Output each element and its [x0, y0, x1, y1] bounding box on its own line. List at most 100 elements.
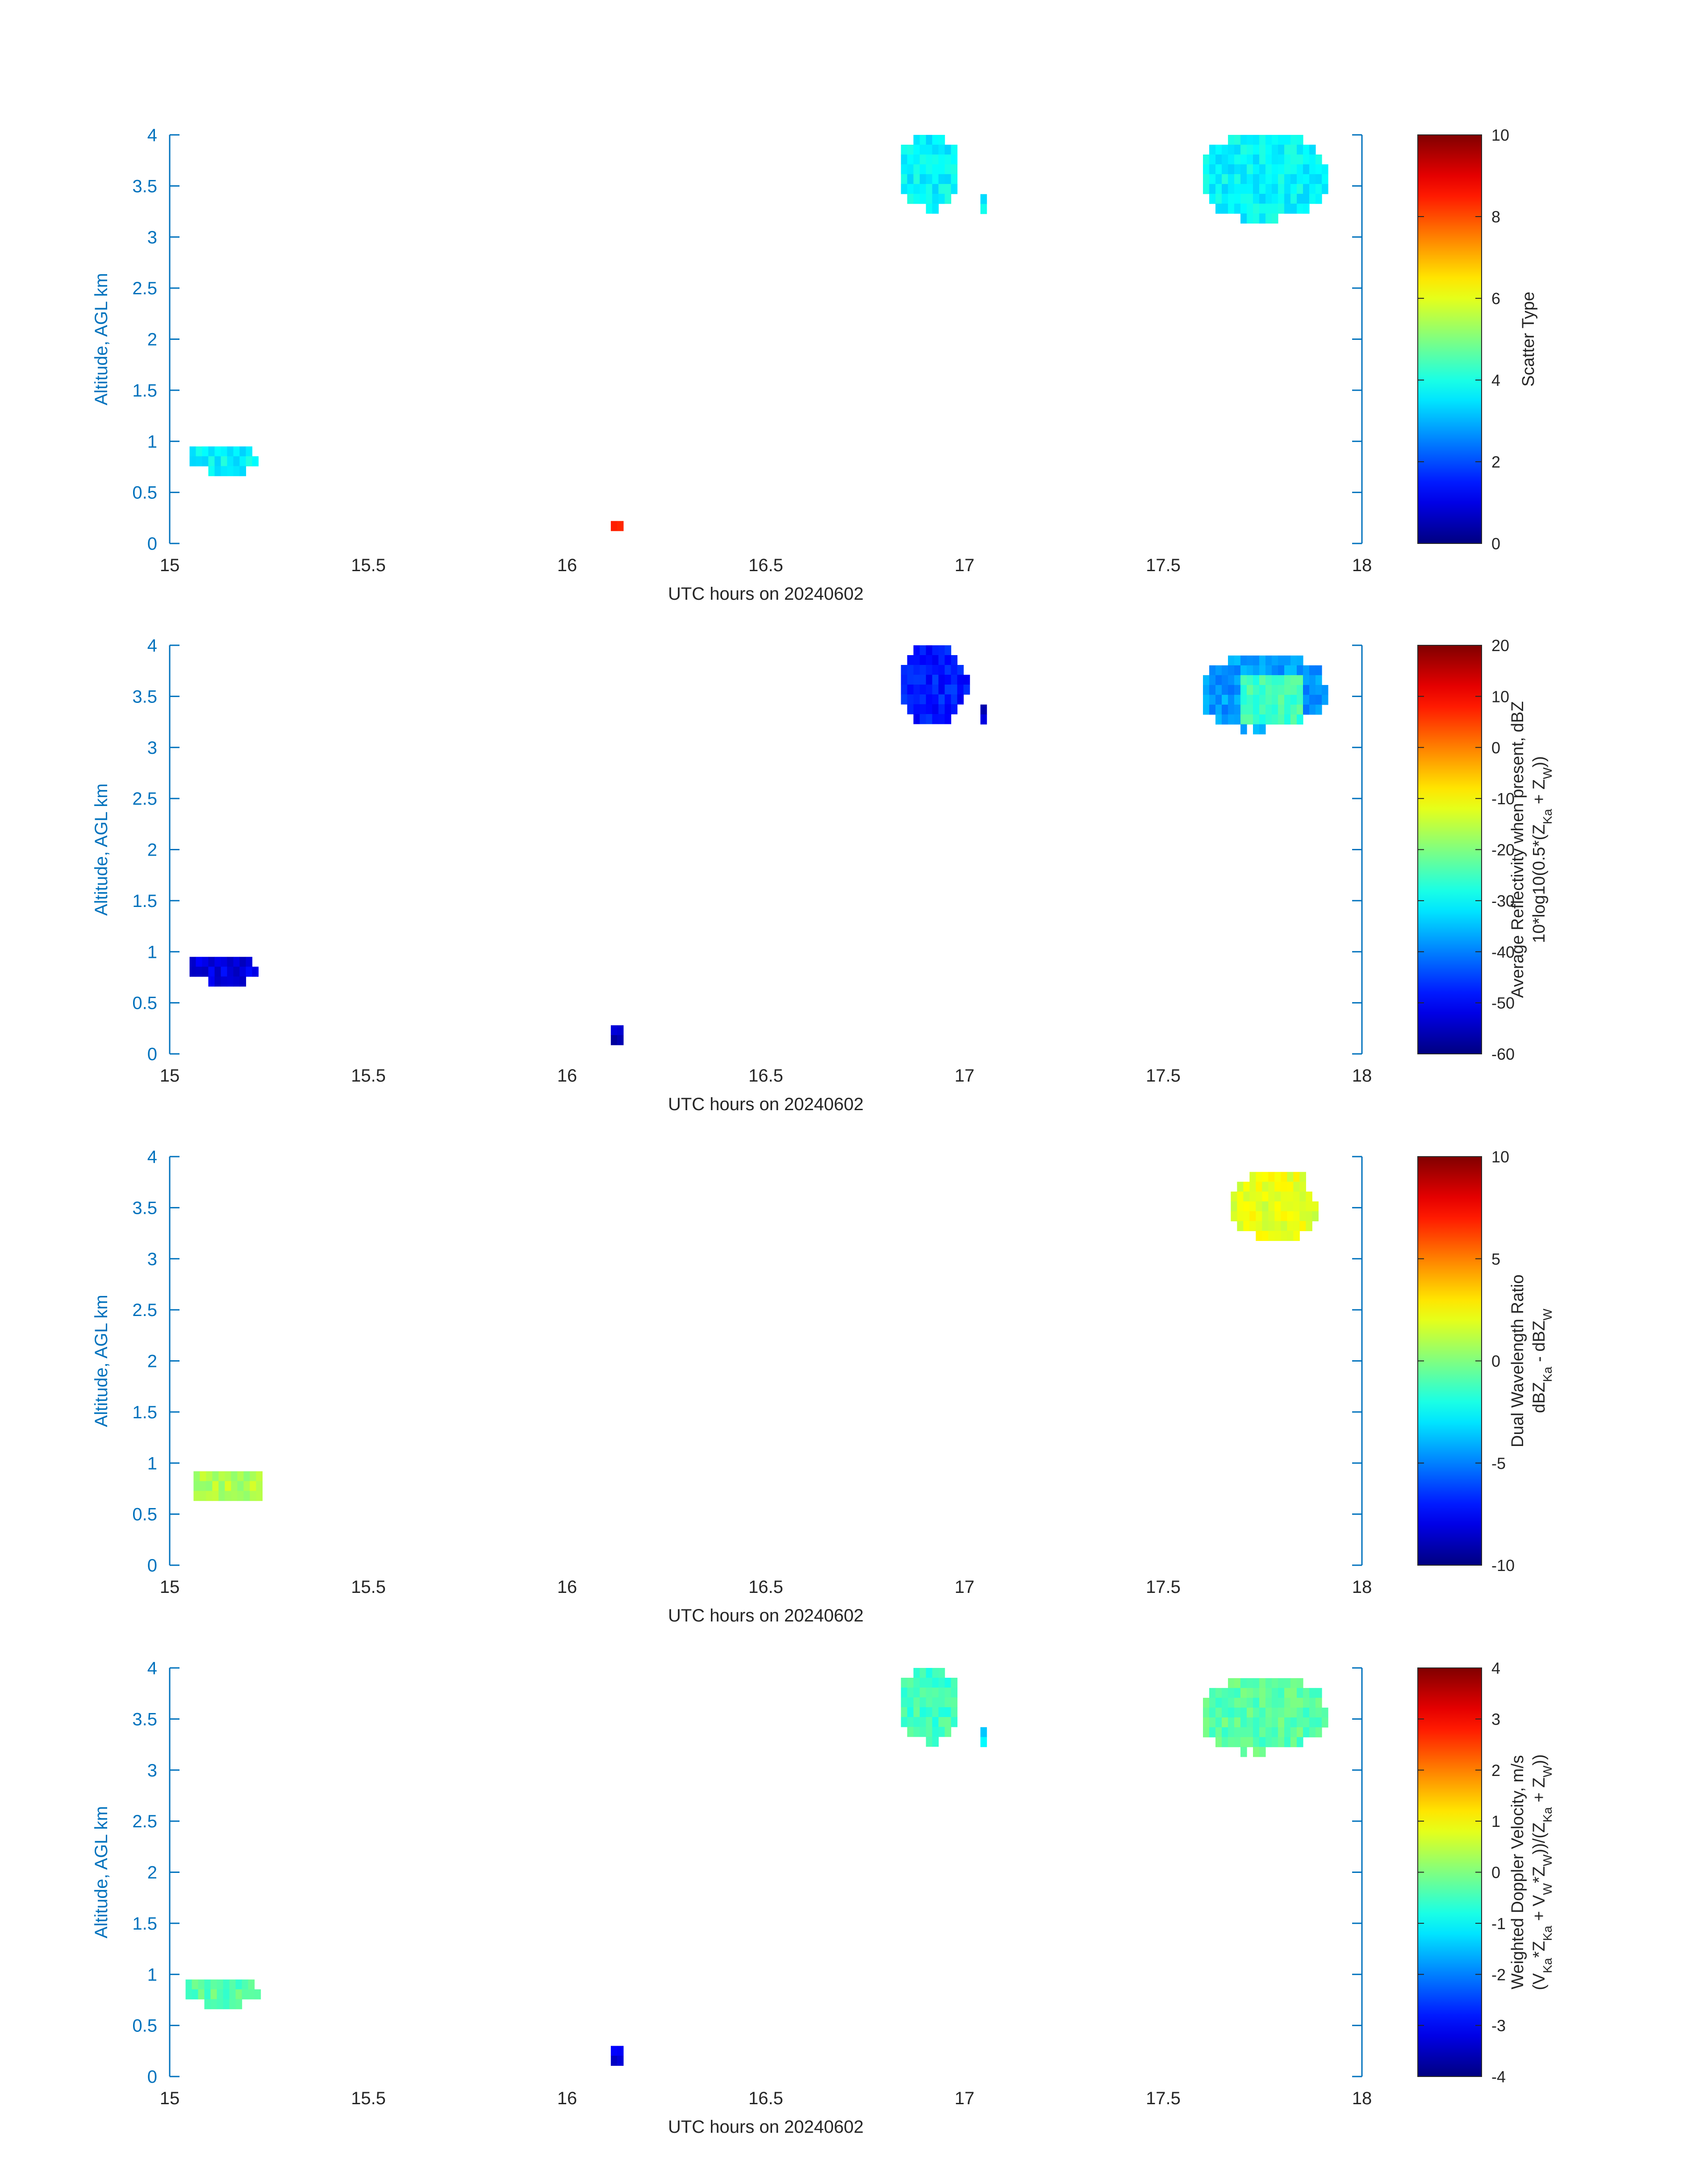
data-cell: [1240, 665, 1247, 676]
data-cell: [1297, 1717, 1303, 1728]
data-cell: [1303, 685, 1310, 695]
data-cell: [1231, 1211, 1237, 1221]
data-cell: [1259, 1727, 1266, 1738]
data-cell: [1234, 135, 1241, 145]
data-cell: [919, 704, 927, 715]
data-cell: [938, 164, 945, 175]
data-cell: [1259, 714, 1266, 725]
y-tick-label: 4: [147, 125, 157, 145]
data-cell: [1234, 174, 1241, 184]
data-cell: [901, 164, 908, 175]
data-cell: [1281, 1201, 1287, 1212]
data-cell: [951, 174, 958, 184]
data-cell: [919, 174, 927, 184]
colorbar-tick-label: -10: [1491, 1556, 1515, 1575]
data-cell: [951, 1717, 958, 1727]
data-cell: [1315, 1717, 1322, 1728]
data-cell: [926, 714, 933, 724]
data-cell: [1290, 174, 1297, 184]
data-cell: [932, 1697, 939, 1708]
data-cell: [919, 694, 927, 705]
data-cell: [944, 174, 952, 184]
data-cell: [1315, 675, 1322, 685]
y-tick-label: 0.5: [132, 2016, 157, 2036]
data-cell: [938, 155, 945, 165]
data-cell: [1209, 694, 1216, 705]
data-cell: [1222, 1707, 1228, 1718]
y-tick-label: 1.5: [132, 1914, 157, 1934]
data-cell: [1309, 1707, 1316, 1718]
data-cell: [1247, 1688, 1253, 1698]
data-cell: [926, 145, 933, 155]
data-cell: [239, 466, 246, 476]
data-cell: [1237, 1191, 1244, 1202]
data-cell: [1228, 694, 1235, 705]
data-cell: [214, 446, 221, 457]
data-cell: [1247, 675, 1253, 685]
data-cell: [1315, 174, 1322, 184]
data-cell: [1268, 1211, 1275, 1221]
data-cell: [926, 1737, 933, 1747]
data-cell: [1284, 1737, 1291, 1747]
data-cell: [907, 1697, 914, 1708]
x-tick-label: 16.5: [748, 556, 783, 575]
data-cell: [1222, 675, 1228, 685]
data-cell: [1209, 1727, 1216, 1738]
data-cell: [1240, 685, 1247, 695]
data-cell: [1203, 1727, 1210, 1738]
colorbar-label-subscript: Ka: [1541, 1958, 1554, 1973]
data-cell: [907, 1678, 914, 1688]
data-cell: [221, 456, 228, 467]
data-cell: [932, 1737, 939, 1747]
data-cell: [1299, 1211, 1306, 1221]
colorbar-tick-label: -5: [1491, 1454, 1506, 1472]
data-cell: [1274, 1221, 1281, 1231]
data-cell: [1281, 1191, 1287, 1202]
data-cell: [1290, 164, 1297, 175]
data-cell: [1249, 1182, 1256, 1192]
data-cell: [193, 1481, 200, 1492]
data-cell: [1274, 1231, 1281, 1241]
data-blob: [610, 521, 624, 531]
data-cell: [248, 1989, 255, 2000]
data-cell: [951, 665, 958, 675]
data-cell: [1228, 135, 1235, 145]
data-cell: [1303, 174, 1310, 184]
data-cell: [1274, 1191, 1281, 1202]
data-cell: [1215, 194, 1222, 204]
data-cell: [944, 685, 952, 695]
y-tick-label: 2.5: [132, 279, 157, 298]
data-cell: [1253, 184, 1260, 194]
data-cell: [1278, 155, 1285, 165]
data-cell: [932, 1717, 939, 1727]
data-cell: [1234, 1717, 1241, 1728]
data-cell: [1309, 704, 1316, 715]
data-cell: [1278, 194, 1285, 204]
data-cell: [1215, 145, 1222, 155]
data-cell: [198, 1989, 205, 2000]
data-cell: [196, 957, 203, 967]
data-cell: [1253, 665, 1260, 676]
data-cell: [214, 466, 221, 476]
y-tick-label: 3: [147, 1249, 157, 1269]
data-cell: [944, 675, 952, 685]
data-cell: [1287, 1191, 1294, 1202]
data-cell: [254, 1989, 261, 2000]
colorbar-label-line-1: Dual Wavelength Ratio: [1508, 1274, 1527, 1447]
data-cell: [1312, 1211, 1319, 1221]
data-cell: [1278, 164, 1285, 175]
data-cell: [1284, 665, 1291, 676]
data-cell: [926, 174, 933, 184]
data-cell: [1247, 184, 1253, 194]
data-cell: [1297, 694, 1303, 705]
data-cell: [229, 1989, 236, 2000]
data-cell: [1290, 184, 1297, 194]
data-cell: [233, 957, 240, 967]
data-cell: [221, 466, 228, 476]
data-cell: [980, 704, 987, 715]
colorbar-label-subscript: Ka: [1541, 1807, 1554, 1822]
data-cell: [229, 1999, 236, 2010]
data-cell: [1237, 1201, 1244, 1212]
colorbar-tick-label: 10: [1491, 126, 1509, 144]
data-cell: [1322, 184, 1328, 194]
